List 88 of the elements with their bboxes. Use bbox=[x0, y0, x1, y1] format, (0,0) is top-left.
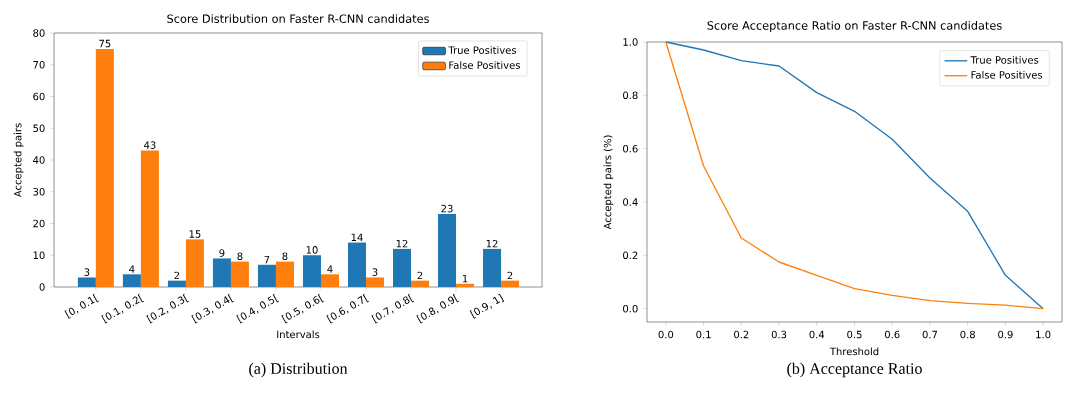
data-label: 2 bbox=[417, 271, 423, 280]
bar bbox=[122, 274, 141, 287]
x-tick-label: 0.0 bbox=[658, 330, 674, 339]
bar bbox=[438, 213, 457, 287]
legend-label: False Positives bbox=[449, 61, 520, 69]
data-label: 23 bbox=[441, 204, 453, 213]
y-tick-label: 50 bbox=[33, 124, 45, 133]
data-label: 14 bbox=[351, 233, 363, 241]
y-tick-label: 80 bbox=[33, 29, 45, 37]
x-tick-label: [0.8, 0.9[ bbox=[416, 293, 460, 324]
data-label: 75 bbox=[99, 39, 111, 48]
x-tick-label: 0.8 bbox=[960, 330, 975, 339]
text: (b) Acceptance Ratio bbox=[787, 362, 922, 378]
bar bbox=[95, 48, 114, 287]
bar bbox=[501, 280, 520, 287]
data-label: 3 bbox=[372, 268, 378, 276]
x-tick-label: [0.1, 0.2[ bbox=[101, 293, 144, 324]
x-tick-label: [0.6, 0.7[ bbox=[326, 293, 369, 324]
data-label: 9 bbox=[219, 249, 225, 257]
data-label: 7 bbox=[264, 255, 270, 264]
y-tick-label: 0.8 bbox=[623, 91, 638, 100]
bar bbox=[393, 248, 412, 287]
y-tick-label: 10 bbox=[33, 251, 45, 260]
x-tick-label: 1.0 bbox=[1036, 330, 1051, 339]
data-label: 10 bbox=[306, 246, 318, 254]
x-tick-label: 0.5 bbox=[847, 330, 862, 339]
bar bbox=[230, 261, 249, 287]
bar bbox=[411, 280, 430, 287]
bar bbox=[212, 258, 231, 287]
chart-title: Score Acceptance Ratio on Faster R-CNN candidates bbox=[707, 20, 1002, 32]
data-label: 43 bbox=[144, 141, 156, 149]
data-label: 2 bbox=[174, 271, 180, 280]
y-axis-title: Accepted pairs bbox=[13, 123, 24, 198]
x-tick-label: [0.7, 0.8[ bbox=[371, 293, 415, 324]
y-tick-label: 0.2 bbox=[623, 251, 638, 260]
bar bbox=[456, 283, 475, 287]
y-tick-label: 40 bbox=[33, 156, 45, 164]
bar bbox=[185, 239, 204, 287]
y-tick-label: 60 bbox=[33, 92, 45, 101]
bar bbox=[347, 242, 366, 287]
data-label: 12 bbox=[396, 239, 408, 248]
data-label: 2 bbox=[507, 271, 513, 280]
x-tick-label: 0.9 bbox=[998, 330, 1013, 339]
y-tick-label: 1.0 bbox=[623, 38, 638, 46]
bar bbox=[275, 261, 294, 287]
data-label: 15 bbox=[189, 230, 201, 238]
legend-label: True Positives bbox=[448, 46, 517, 54]
y-axis-title: Accepted pairs (%) bbox=[603, 135, 614, 230]
y-tick-label: 0 bbox=[39, 283, 45, 291]
x-tick-label: [0.3, 0.4[ bbox=[191, 293, 234, 324]
bar bbox=[320, 274, 339, 287]
x-tick-label: [0.5, 0.6[ bbox=[281, 293, 324, 324]
data-label: 3 bbox=[84, 268, 90, 276]
chart-title: Score Distribution on Faster R-CNN candidates bbox=[167, 14, 429, 23]
bar bbox=[257, 264, 276, 287]
x-tick-label: [0.4, 0.5[ bbox=[236, 293, 279, 324]
y-tick-label: 70 bbox=[33, 60, 45, 69]
y-tick-label: 30 bbox=[33, 187, 45, 196]
x-tick-label: [0.2, 0.3[ bbox=[146, 293, 189, 324]
legend-label: False Positives bbox=[971, 70, 1043, 79]
data-label: 8 bbox=[282, 252, 288, 261]
data-label: 12 bbox=[486, 239, 498, 248]
data-label: 8 bbox=[237, 252, 243, 261]
text: (a) Distribution bbox=[249, 362, 348, 378]
bar bbox=[302, 255, 321, 287]
x-tick-label: 0.2 bbox=[734, 330, 749, 339]
x-axis-title: Intervals bbox=[277, 330, 320, 339]
data-label: 4 bbox=[327, 265, 333, 273]
bar bbox=[77, 277, 96, 287]
bar bbox=[483, 248, 502, 287]
data-label: 4 bbox=[129, 265, 135, 273]
x-tick-label: 0.1 bbox=[696, 330, 711, 339]
data-label: 1 bbox=[462, 274, 468, 283]
x-tick-label: [0.9, 1] bbox=[469, 293, 505, 319]
bar bbox=[140, 150, 159, 287]
x-tick-label: 0.3 bbox=[771, 330, 787, 339]
bar bbox=[167, 280, 186, 287]
legend-label: True Positives bbox=[970, 56, 1039, 64]
x-tick-label: [0, 0.1[ bbox=[64, 293, 99, 319]
y-tick-label: 20 bbox=[33, 219, 45, 228]
bar bbox=[365, 277, 384, 287]
x-axis-title: Threshold bbox=[829, 347, 879, 356]
y-tick-label: 0.6 bbox=[623, 144, 638, 153]
line-series bbox=[665, 41, 1044, 310]
y-tick-label: 0.4 bbox=[623, 198, 638, 206]
x-tick-label: 0.7 bbox=[922, 330, 938, 339]
x-tick-label: 0.6 bbox=[884, 330, 900, 339]
x-tick-label: 0.4 bbox=[809, 330, 825, 339]
